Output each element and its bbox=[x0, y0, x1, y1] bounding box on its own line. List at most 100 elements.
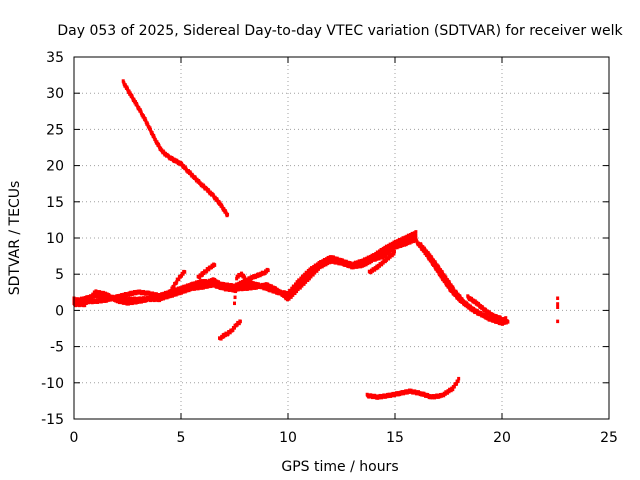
data-point bbox=[311, 273, 315, 277]
data-points bbox=[72, 79, 560, 400]
series-post-peak-lower bbox=[419, 242, 508, 324]
data-point bbox=[392, 249, 396, 254]
x-tick-label: 20 bbox=[493, 430, 511, 446]
data-point bbox=[88, 297, 92, 301]
data-point bbox=[374, 266, 378, 271]
data-point bbox=[287, 291, 291, 295]
data-point bbox=[443, 392, 447, 396]
y-tick-label: -5 bbox=[50, 340, 64, 356]
data-point bbox=[83, 303, 87, 308]
data-point bbox=[150, 131, 154, 135]
data-point bbox=[373, 254, 377, 258]
data-point bbox=[369, 270, 373, 275]
data-point bbox=[295, 289, 299, 294]
data-point bbox=[298, 286, 302, 290]
data-point bbox=[376, 266, 380, 270]
data-point bbox=[455, 382, 459, 386]
x-tick-label: 15 bbox=[386, 430, 404, 446]
data-point bbox=[388, 255, 392, 259]
data-point bbox=[265, 270, 269, 274]
series-small-branch bbox=[466, 294, 503, 322]
data-point bbox=[503, 318, 507, 322]
gridlines bbox=[74, 57, 609, 419]
data-point bbox=[387, 256, 391, 261]
data-point bbox=[311, 267, 315, 271]
data-point bbox=[373, 268, 377, 272]
data-point bbox=[152, 133, 156, 138]
series-isolated-22h bbox=[556, 296, 560, 324]
data-point bbox=[556, 319, 560, 324]
data-point bbox=[266, 268, 270, 273]
data-point bbox=[414, 230, 418, 234]
x-axis-label: GPS time / hours bbox=[281, 459, 398, 475]
data-point bbox=[506, 320, 510, 324]
data-point bbox=[233, 295, 237, 300]
y-tick-label: 30 bbox=[46, 86, 64, 102]
series-short-negative bbox=[218, 319, 242, 341]
data-point bbox=[377, 264, 381, 268]
series-rise-6-7 bbox=[196, 262, 217, 280]
y-tick-label: 5 bbox=[55, 267, 64, 283]
data-point bbox=[499, 317, 503, 322]
data-point bbox=[293, 291, 297, 296]
series-negative-arc bbox=[365, 376, 461, 400]
data-point bbox=[556, 296, 560, 300]
data-point bbox=[457, 376, 461, 381]
data-point bbox=[152, 135, 156, 140]
data-point bbox=[300, 276, 304, 281]
y-tick-label: 0 bbox=[55, 303, 64, 319]
data-point bbox=[413, 232, 417, 236]
data-point bbox=[447, 389, 451, 394]
axis-ticks: 0 5 10 15 20 25 -15 -10 -5 0 5 10 15 20 25 30 35 bbox=[41, 50, 618, 446]
data-point bbox=[309, 268, 313, 272]
data-point bbox=[304, 280, 308, 284]
data-point bbox=[148, 126, 152, 130]
data-point bbox=[300, 284, 304, 288]
data-point bbox=[444, 275, 448, 279]
series-rise-15 bbox=[367, 249, 396, 275]
data-point bbox=[452, 384, 456, 389]
data-point bbox=[86, 299, 90, 303]
data-point bbox=[306, 271, 310, 275]
data-point bbox=[381, 248, 385, 253]
data-point bbox=[296, 287, 300, 292]
data-point bbox=[382, 255, 386, 259]
data-point bbox=[295, 282, 299, 287]
data-point bbox=[384, 258, 388, 262]
y-tick-label: 25 bbox=[46, 122, 64, 138]
data-point bbox=[235, 276, 239, 281]
data-point bbox=[291, 293, 295, 297]
data-point bbox=[127, 89, 131, 94]
data-point bbox=[307, 269, 311, 274]
data-point bbox=[504, 316, 508, 320]
data-point bbox=[296, 280, 300, 284]
data-point bbox=[304, 273, 308, 277]
data-point bbox=[207, 267, 211, 272]
series-track-b bbox=[72, 230, 418, 305]
data-point bbox=[90, 295, 94, 299]
data-point bbox=[234, 289, 238, 294]
data-point bbox=[377, 251, 381, 256]
data-point bbox=[388, 250, 392, 254]
data-point bbox=[414, 236, 418, 241]
y-tick-label: 10 bbox=[46, 231, 64, 247]
x-tick-label: 0 bbox=[70, 430, 79, 446]
x-tick-label: 5 bbox=[177, 430, 186, 446]
data-point bbox=[316, 267, 320, 271]
data-point bbox=[384, 253, 388, 257]
data-point bbox=[371, 269, 375, 273]
data-point bbox=[302, 282, 306, 286]
data-point bbox=[440, 273, 444, 278]
chart-title: Day 053 of 2025, Sidereal Day-to-day VTE… bbox=[57, 23, 623, 39]
data-point bbox=[556, 302, 560, 306]
data-point bbox=[134, 100, 138, 104]
data-point bbox=[287, 297, 291, 301]
data-point bbox=[445, 391, 449, 395]
series-rise-5-6 bbox=[166, 269, 187, 297]
data-point bbox=[183, 270, 187, 274]
data-point bbox=[313, 265, 317, 270]
data-point bbox=[92, 292, 96, 297]
data-point bbox=[172, 284, 176, 289]
data-point bbox=[263, 271, 267, 275]
